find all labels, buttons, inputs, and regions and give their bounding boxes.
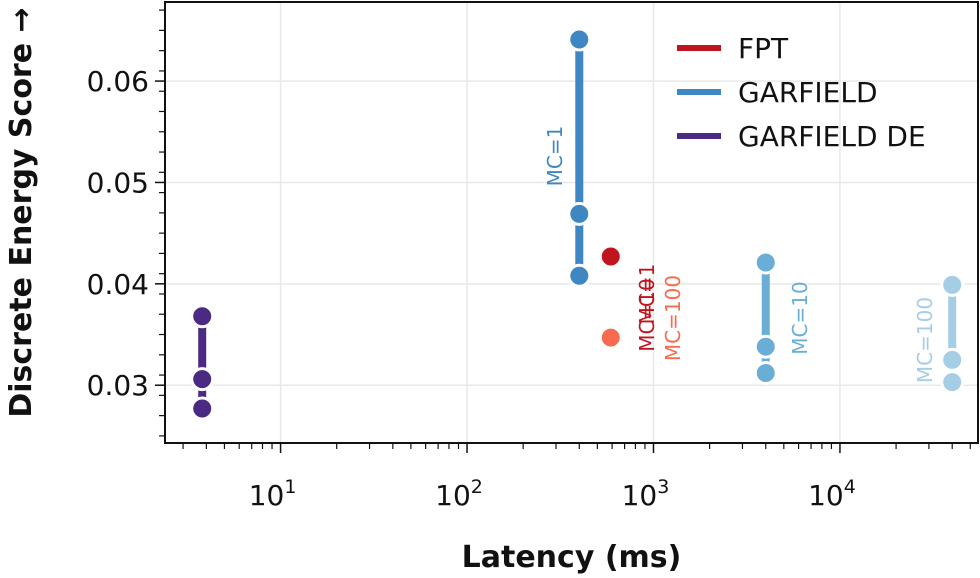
annotation-label: MC=1 <box>635 264 659 325</box>
legend-label: GARFIELD <box>738 76 878 109</box>
annotation-label: MC=1 <box>543 126 567 187</box>
data-point <box>190 396 215 421</box>
data-points <box>190 27 965 421</box>
x-tick-label-base: 10 <box>622 479 658 512</box>
x-tick-label: 104 <box>808 476 856 512</box>
y-axis-title: Discrete Energy Score → <box>4 7 39 417</box>
annotation-label: MC=10 <box>635 278 659 351</box>
x-axis-title: Latency (ms) <box>462 540 682 575</box>
data-point <box>598 244 623 269</box>
x-tick-label-exponent: 3 <box>657 476 669 498</box>
y-tick-label: 0.04 <box>87 268 149 301</box>
annotation-label: MC=100 <box>661 275 685 361</box>
data-point <box>598 325 623 350</box>
y-tick-label: 0.06 <box>87 65 149 98</box>
data-point <box>940 272 965 297</box>
y-tick-label: 0.05 <box>87 166 149 199</box>
data-point <box>567 201 592 226</box>
legend-label: GARFIELD DE <box>738 120 926 153</box>
data-point <box>753 250 778 275</box>
x-tick-label-exponent: 4 <box>844 476 856 498</box>
x-tick-label-base: 10 <box>808 479 844 512</box>
data-point <box>190 304 215 329</box>
data-point <box>567 27 592 52</box>
annotation-label: MC=10 <box>788 281 812 354</box>
y-tick-label: 0.03 <box>87 369 149 402</box>
x-axis: 101 102 103 104 <box>182 443 971 512</box>
data-point <box>753 334 778 359</box>
plot-frame <box>164 1 979 444</box>
legend-label: FPT <box>738 32 789 65</box>
data-point <box>753 361 778 386</box>
x-tick-label-base: 10 <box>249 479 285 512</box>
x-tick-label: 102 <box>435 476 483 512</box>
data-point <box>567 263 592 288</box>
x-tick-label-base: 10 <box>435 479 471 512</box>
data-point <box>190 367 215 392</box>
legend: FPT GARFIELD GARFIELD DE <box>677 32 926 153</box>
x-tick-label: 101 <box>249 476 297 512</box>
x-tick-label-exponent: 1 <box>284 476 296 498</box>
y-axis: 0.03 0.04 0.05 0.06 <box>87 9 165 437</box>
x-tick-label-exponent: 2 <box>471 476 483 498</box>
x-tick-label: 103 <box>622 476 670 512</box>
data-point <box>940 370 965 395</box>
annotation-label: MC=100 <box>913 297 937 383</box>
data-point <box>940 347 965 372</box>
